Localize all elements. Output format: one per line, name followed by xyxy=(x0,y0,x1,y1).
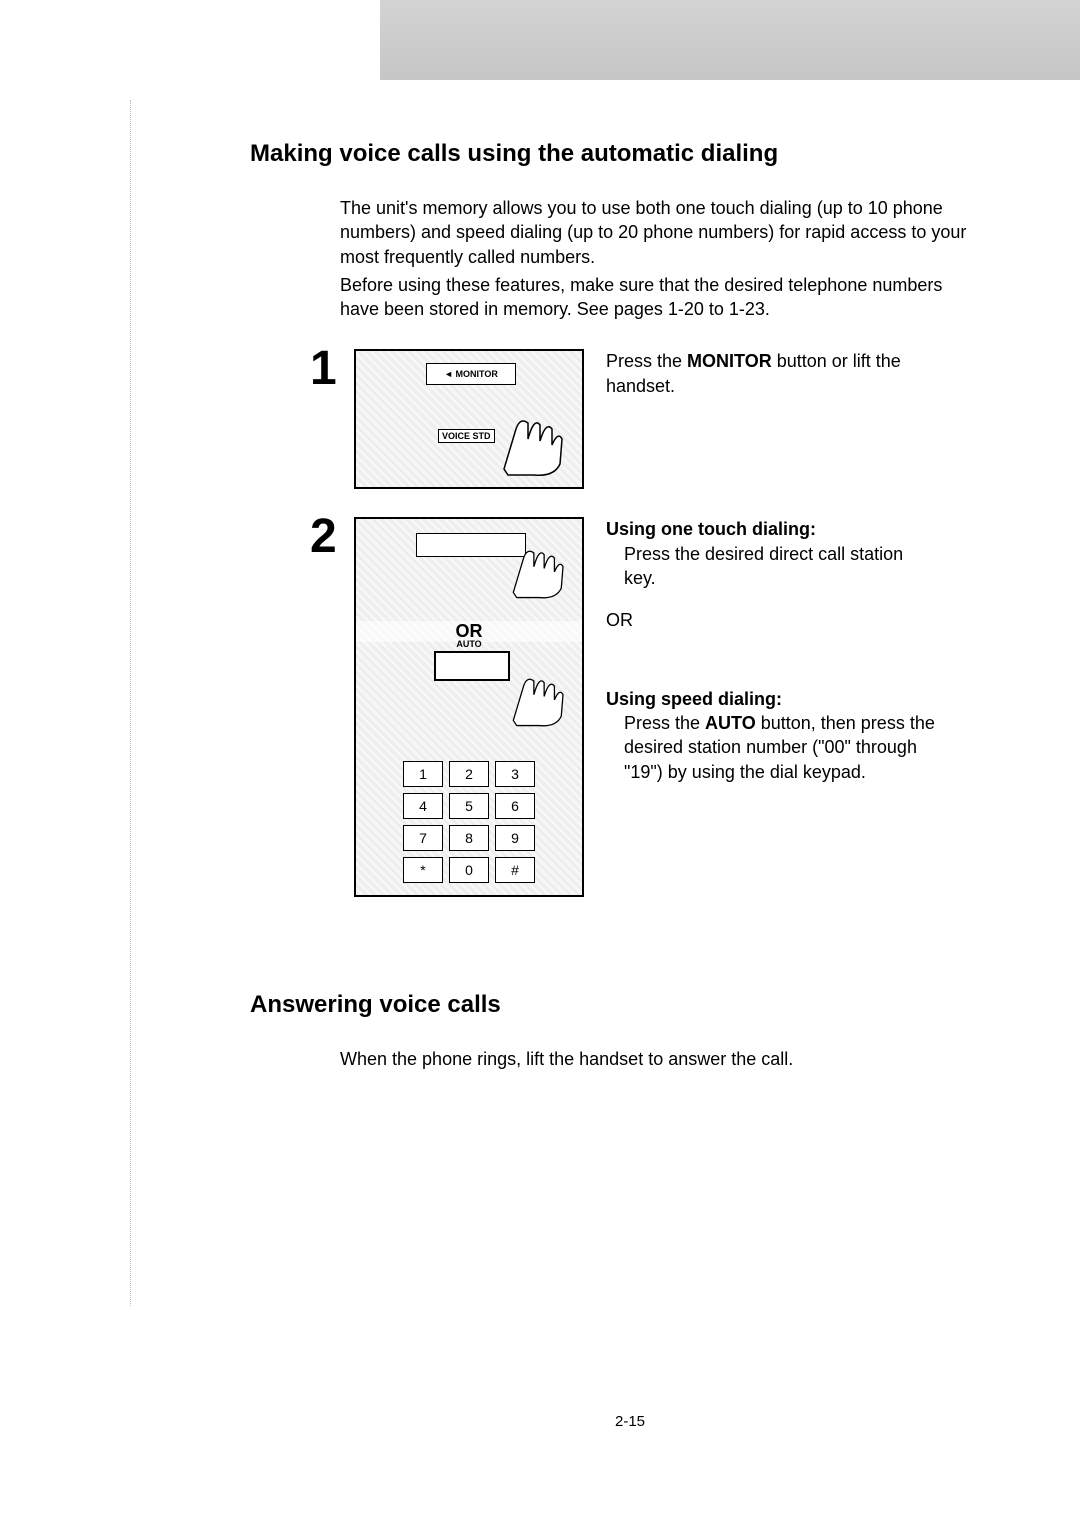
speed-body: Press the AUTO button, then press the de… xyxy=(624,711,936,784)
illus-auto-label: AUTO xyxy=(356,639,582,649)
hand-icon xyxy=(494,409,574,479)
page-content: Making voice calls using the automatic d… xyxy=(250,140,1010,1070)
key-star: * xyxy=(403,857,443,883)
key-3: 3 xyxy=(495,761,535,787)
intro-p1: The unit's memory allows you to use both… xyxy=(340,196,980,269)
step-2-text: Using one touch dialing: Press the desir… xyxy=(606,517,936,783)
scan-texture xyxy=(380,0,1080,80)
key-2: 2 xyxy=(449,761,489,787)
key-0: 0 xyxy=(449,857,489,883)
heading-main: Making voice calls using the automatic d… xyxy=(250,140,1010,168)
step-1-number: 1 xyxy=(310,345,354,393)
step-2-number: 2 xyxy=(310,513,354,561)
auto-button-icon xyxy=(434,651,510,681)
intro-p2: Before using these features, make sure t… xyxy=(340,273,980,322)
heading-answering: Answering voice calls xyxy=(250,991,1010,1019)
or-text: OR xyxy=(606,608,936,632)
voice-std-label: VOICE STD xyxy=(438,429,495,443)
one-touch-body: Press the desired direct call station ke… xyxy=(624,542,936,591)
key-1: 1 xyxy=(403,761,443,787)
key-7: 7 xyxy=(403,825,443,851)
intro-block: The unit's memory allows you to use both… xyxy=(340,196,980,321)
step1-bold: MONITOR xyxy=(687,351,772,371)
step-1: 1 ◄ MONITOR VOICE STD Press the MONITOR … xyxy=(310,349,1010,489)
key-6: 6 xyxy=(495,793,535,819)
speed-title: Using speed dialing: xyxy=(606,689,782,709)
key-hash: # xyxy=(495,857,535,883)
key-8: 8 xyxy=(449,825,489,851)
hand-icon-2b xyxy=(504,669,574,729)
page-number: 2-15 xyxy=(250,1413,1010,1430)
step-1-text: Press the MONITOR button or lift the han… xyxy=(606,349,936,398)
key-9: 9 xyxy=(495,825,535,851)
hand-icon-2a xyxy=(504,541,574,601)
keypad-icon: 1 2 3 4 5 6 7 8 9 * 0 # xyxy=(403,761,535,883)
key-4: 4 xyxy=(403,793,443,819)
step-2-illustration: OR AUTO 1 2 3 4 5 6 7 8 9 * 0 # xyxy=(354,517,584,897)
step-2: 2 OR AUTO 1 2 3 4 5 6 7 8 9 * xyxy=(310,517,1010,897)
step1-pre: Press the xyxy=(606,351,687,371)
monitor-button-icon: ◄ MONITOR xyxy=(426,363,516,385)
speed-bold: AUTO xyxy=(705,713,756,733)
key-5: 5 xyxy=(449,793,489,819)
step-1-illustration: ◄ MONITOR VOICE STD xyxy=(354,349,584,489)
one-touch-title: Using one touch dialing: xyxy=(606,519,816,539)
binding-edge xyxy=(130,100,132,1306)
speed-pre: Press the xyxy=(624,713,705,733)
answering-body: When the phone rings, lift the handset t… xyxy=(340,1049,1010,1070)
